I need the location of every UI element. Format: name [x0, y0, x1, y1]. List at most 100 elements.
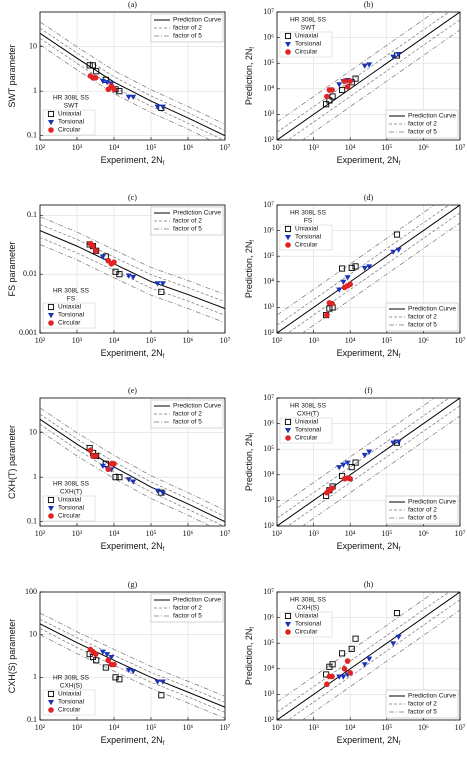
marker-circle	[285, 435, 291, 441]
plot-area	[40, 407, 225, 526]
x-tick-label: 10⁵	[146, 336, 157, 345]
legend-label: factor of 2	[408, 121, 437, 128]
marker-triangle	[108, 654, 115, 661]
panel-title: (h)	[364, 580, 374, 589]
marker-circle	[111, 460, 117, 467]
marker-circle	[48, 513, 54, 519]
marker-triangle	[159, 281, 166, 287]
y-axis-label: Prediction, 2Nf	[244, 47, 255, 106]
marker-square	[47, 496, 55, 504]
y-axis-label-main: CXH(T) parameter	[7, 425, 17, 499]
marker-triangle	[99, 463, 106, 469]
legend-label: Uniaxial	[295, 419, 319, 426]
y-axis-label: CXH(T) parameter	[7, 425, 17, 499]
marker-circle	[344, 83, 351, 90]
annotation: HR 308L SS	[290, 17, 327, 24]
plot-area	[40, 612, 225, 719]
y-tick-label: 0.001	[19, 328, 37, 337]
legend-label: Torsional	[58, 119, 85, 126]
marker-circle	[347, 669, 354, 676]
y-axis-label-main: FS parameter	[7, 241, 17, 296]
marker-triangle	[395, 51, 402, 58]
marker-square	[158, 692, 165, 699]
annotation: HR 308L SS	[53, 675, 90, 682]
marker-triangle	[154, 488, 161, 494]
curve	[40, 413, 225, 526]
legend-label: Prediction Curve	[173, 17, 221, 24]
annotation: CXH(S)	[60, 683, 82, 690]
y-tick-label: 10⁵	[263, 638, 274, 647]
y-tick-label: 0.01	[23, 269, 37, 278]
marker-triangle	[285, 622, 291, 628]
marker-square	[93, 68, 100, 75]
panel-title: (c)	[128, 193, 137, 202]
marker-circle	[92, 74, 99, 81]
marker-triangle	[366, 264, 373, 270]
marker-triangle	[159, 104, 166, 110]
marker-square	[158, 288, 165, 295]
legend-label: Prediction Curve	[408, 499, 456, 506]
annotation: CXH(T)	[297, 411, 319, 418]
y-axis-label-main: CXH(S) parameter	[7, 619, 17, 694]
x-tick-label: 10⁷	[455, 143, 466, 152]
marker-triangle	[125, 94, 132, 100]
x-tick-label: 10²	[272, 143, 283, 152]
legend-label: factor of 5	[408, 129, 437, 136]
marker-triangle	[336, 82, 343, 88]
x-axis-label: Experiment, 2Nf	[337, 735, 401, 746]
y-tick-label: 10⁴	[263, 84, 274, 93]
legend-label: factor of 2	[408, 701, 437, 708]
y-axis-label: CXH(S) parameter	[7, 619, 17, 694]
legend-box	[385, 689, 459, 719]
y-tick-label: 0.1	[27, 715, 37, 724]
marker-triangle	[99, 649, 106, 655]
legend-label: Uniaxial	[58, 691, 82, 698]
legend-label: factor of 5	[408, 709, 437, 716]
annotation: HR 308L SS	[53, 95, 90, 102]
x-axis-label-main: Experiment, 2N	[101, 541, 163, 551]
x-tick-label: 10²	[272, 529, 283, 538]
marker-triangle	[130, 94, 137, 100]
y-tick-label: 0.1	[27, 131, 37, 140]
marker-square	[323, 101, 330, 108]
marker-triangle	[130, 669, 137, 675]
y-tick-label: 10⁵	[263, 444, 274, 453]
curve	[277, 12, 460, 140]
marker-square	[102, 664, 109, 671]
x-axis-label-sub: f	[163, 741, 165, 747]
marker-square	[352, 459, 359, 466]
marker-square	[47, 690, 55, 698]
legend-label: Circular	[58, 320, 81, 327]
y-tick-label: 10⁶	[263, 225, 274, 234]
x-tick-label: 10⁵	[381, 143, 392, 152]
plot-area	[277, 205, 460, 333]
x-tick-label: 10⁵	[381, 723, 392, 732]
legend-label: factor of 5	[173, 226, 202, 233]
marker-square	[326, 305, 333, 312]
legend-label: factor of 5	[408, 322, 437, 329]
marker-circle	[111, 661, 117, 668]
marker-square	[352, 75, 359, 82]
x-tick-label: 10⁵	[146, 529, 157, 538]
x-axis-label-sub: f	[399, 354, 401, 360]
y-axis-label: Prediction, 2Nf	[244, 433, 255, 492]
curve	[40, 618, 225, 713]
marker-triangle	[285, 235, 291, 241]
marker-circle	[324, 312, 330, 318]
marker-triangle	[361, 452, 368, 459]
x-axis-label: Experiment, 2Nf	[101, 541, 165, 552]
legend-label: factor of 2	[408, 507, 437, 514]
legend-label: Prediction Curve	[408, 306, 456, 313]
y-tick-label: 10²	[264, 521, 275, 530]
legend-label: factor of 2	[408, 314, 437, 321]
x-axis-label-main: Experiment, 2N	[337, 541, 399, 551]
marker-square	[348, 264, 355, 271]
panel-title: (g)	[128, 580, 138, 589]
marker-square	[329, 93, 336, 100]
x-tick-label: 10⁶	[183, 529, 194, 538]
y-tick-label: 10⁵	[263, 251, 274, 260]
curve	[40, 407, 225, 526]
marker-triangle	[340, 279, 347, 285]
marker-triangle	[361, 63, 368, 69]
legend-box	[150, 593, 224, 623]
